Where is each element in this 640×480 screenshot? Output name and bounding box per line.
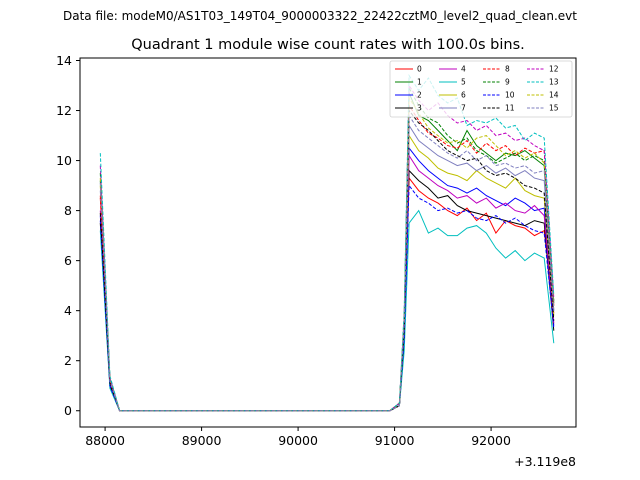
legend-label-11: 11 [505, 104, 515, 113]
x-tick-label: 91000 [375, 433, 415, 448]
series-line-15 [99, 113, 555, 412]
series-line-13 [99, 73, 555, 412]
legend-label-13: 13 [549, 78, 559, 87]
series-line-2 [99, 146, 555, 412]
series-line-3 [99, 169, 555, 412]
series-line-6 [99, 133, 555, 412]
y-tick-label: 6 [64, 253, 72, 268]
y-tick-label: 12 [56, 103, 72, 118]
legend-box [389, 60, 573, 118]
x-tick-label: 89000 [182, 433, 222, 448]
x-tick-label: 90000 [278, 433, 318, 448]
legend-label-1: 1 [417, 78, 422, 87]
x-tick-label: 92000 [471, 433, 511, 448]
legend-label-4: 4 [461, 65, 466, 74]
y-tick-label: 4 [64, 303, 72, 318]
series-line-4 [99, 153, 555, 412]
y-tick-label: 8 [64, 203, 72, 218]
y-axis: 0 2 4 6 8 10 12 14 [56, 53, 80, 418]
series-line-9 [99, 86, 555, 412]
legend-label-2: 2 [417, 91, 422, 100]
series-line-10 [99, 184, 555, 412]
legend-label-5: 5 [461, 78, 466, 87]
legend-label-15: 15 [549, 104, 559, 113]
legend-label-10: 10 [505, 91, 515, 100]
legend-label-12: 12 [549, 65, 559, 74]
legend-label-7: 7 [461, 104, 466, 113]
legend-label-8: 8 [505, 65, 510, 74]
series-line-0 [99, 176, 555, 412]
series-line-14 [99, 96, 555, 412]
x-axis: 88000 89000 90000 91000 92000 [85, 427, 511, 448]
x-offset-label: +3.119e8 [514, 454, 576, 469]
legend-label-9: 9 [505, 78, 510, 87]
legend-label-3: 3 [417, 104, 422, 113]
y-tick-label: 2 [64, 353, 72, 368]
series-line-7 [99, 123, 555, 412]
legend-label-0: 0 [417, 65, 422, 74]
chart-title: Quadrant 1 module wise count rates with … [131, 37, 525, 53]
legend-label-14: 14 [549, 91, 559, 100]
y-tick-label: 14 [56, 53, 72, 68]
y-tick-label: 0 [64, 403, 72, 418]
series-line-1 [99, 92, 555, 412]
series-line-8 [99, 103, 555, 412]
series-lines [99, 73, 555, 412]
x-tick-label: 88000 [85, 433, 125, 448]
suptitle: Data file: modeM0/AS1T03_149T04_90000033… [63, 9, 577, 23]
y-tick-label: 10 [56, 153, 72, 168]
series-line-5 [99, 209, 555, 412]
legend-label-6: 6 [461, 91, 466, 100]
series-line-12 [99, 83, 555, 412]
plot-frame [79, 57, 577, 428]
